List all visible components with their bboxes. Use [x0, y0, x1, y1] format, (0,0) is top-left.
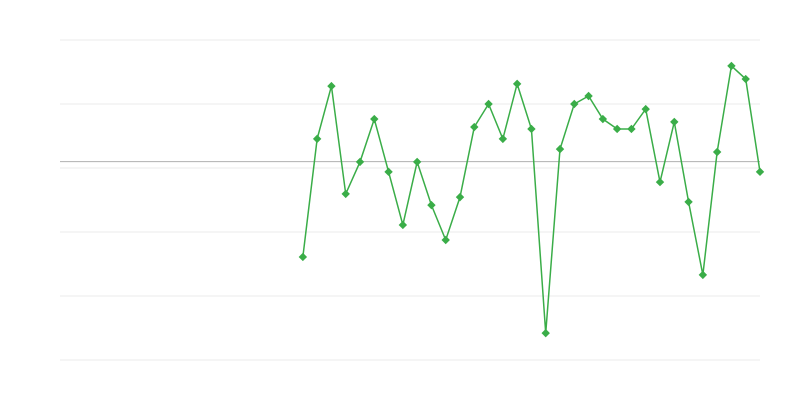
data-point — [484, 99, 493, 109]
series-line — [302, 64, 761, 334]
data-point — [441, 235, 450, 245]
data-point — [427, 200, 436, 210]
data-point — [684, 197, 693, 207]
data-point — [327, 81, 336, 91]
data-point — [627, 124, 636, 134]
data-point — [698, 270, 708, 280]
series-group — [298, 61, 765, 338]
data-point — [498, 134, 508, 144]
data-point — [355, 157, 365, 167]
data-point — [455, 192, 465, 202]
data-point — [555, 144, 565, 154]
data-point — [312, 134, 322, 144]
data-point — [298, 252, 308, 262]
data-point — [755, 167, 765, 177]
data-point — [570, 99, 579, 109]
data-point — [712, 147, 722, 157]
data-point — [527, 124, 536, 134]
data-point — [512, 79, 522, 89]
gridlines — [60, 39, 760, 361]
data-point — [384, 167, 393, 177]
data-point — [470, 122, 479, 132]
data-point — [541, 328, 550, 338]
data-point — [727, 61, 736, 71]
data-point — [741, 74, 750, 84]
data-point — [584, 91, 593, 101]
data-point — [670, 117, 679, 127]
data-point — [341, 189, 350, 199]
data-point — [612, 124, 622, 134]
data-point — [412, 157, 422, 167]
data-point — [398, 220, 408, 230]
data-point — [655, 177, 665, 187]
data-point — [370, 114, 379, 124]
data-point — [598, 114, 608, 124]
data-point — [641, 104, 650, 114]
